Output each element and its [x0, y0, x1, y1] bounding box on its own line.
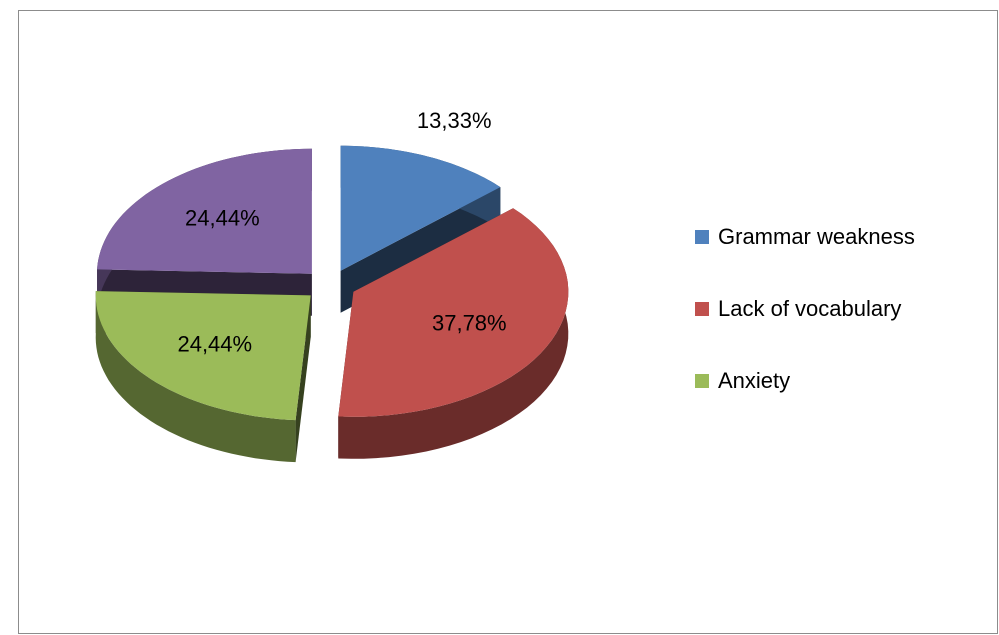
slice: [95, 291, 311, 421]
legend-label: Grammar weakness: [718, 224, 915, 249]
legend-swatch: [695, 374, 709, 388]
slice-side: [338, 208, 569, 459]
legend-label: Lack of vocabulary: [718, 296, 901, 321]
data-label: 24,44%: [185, 206, 260, 231]
slice-side: [95, 291, 296, 463]
slice: [97, 148, 312, 274]
legend-swatch: [695, 230, 709, 244]
slice: [340, 145, 501, 271]
data-label: 37,78%: [432, 311, 507, 336]
slice: [338, 208, 569, 417]
data-label: 24,44%: [177, 331, 252, 356]
legend-swatch: [695, 302, 709, 316]
data-label: 13,33%: [417, 108, 492, 133]
legend-label: Anxiety: [718, 368, 790, 393]
